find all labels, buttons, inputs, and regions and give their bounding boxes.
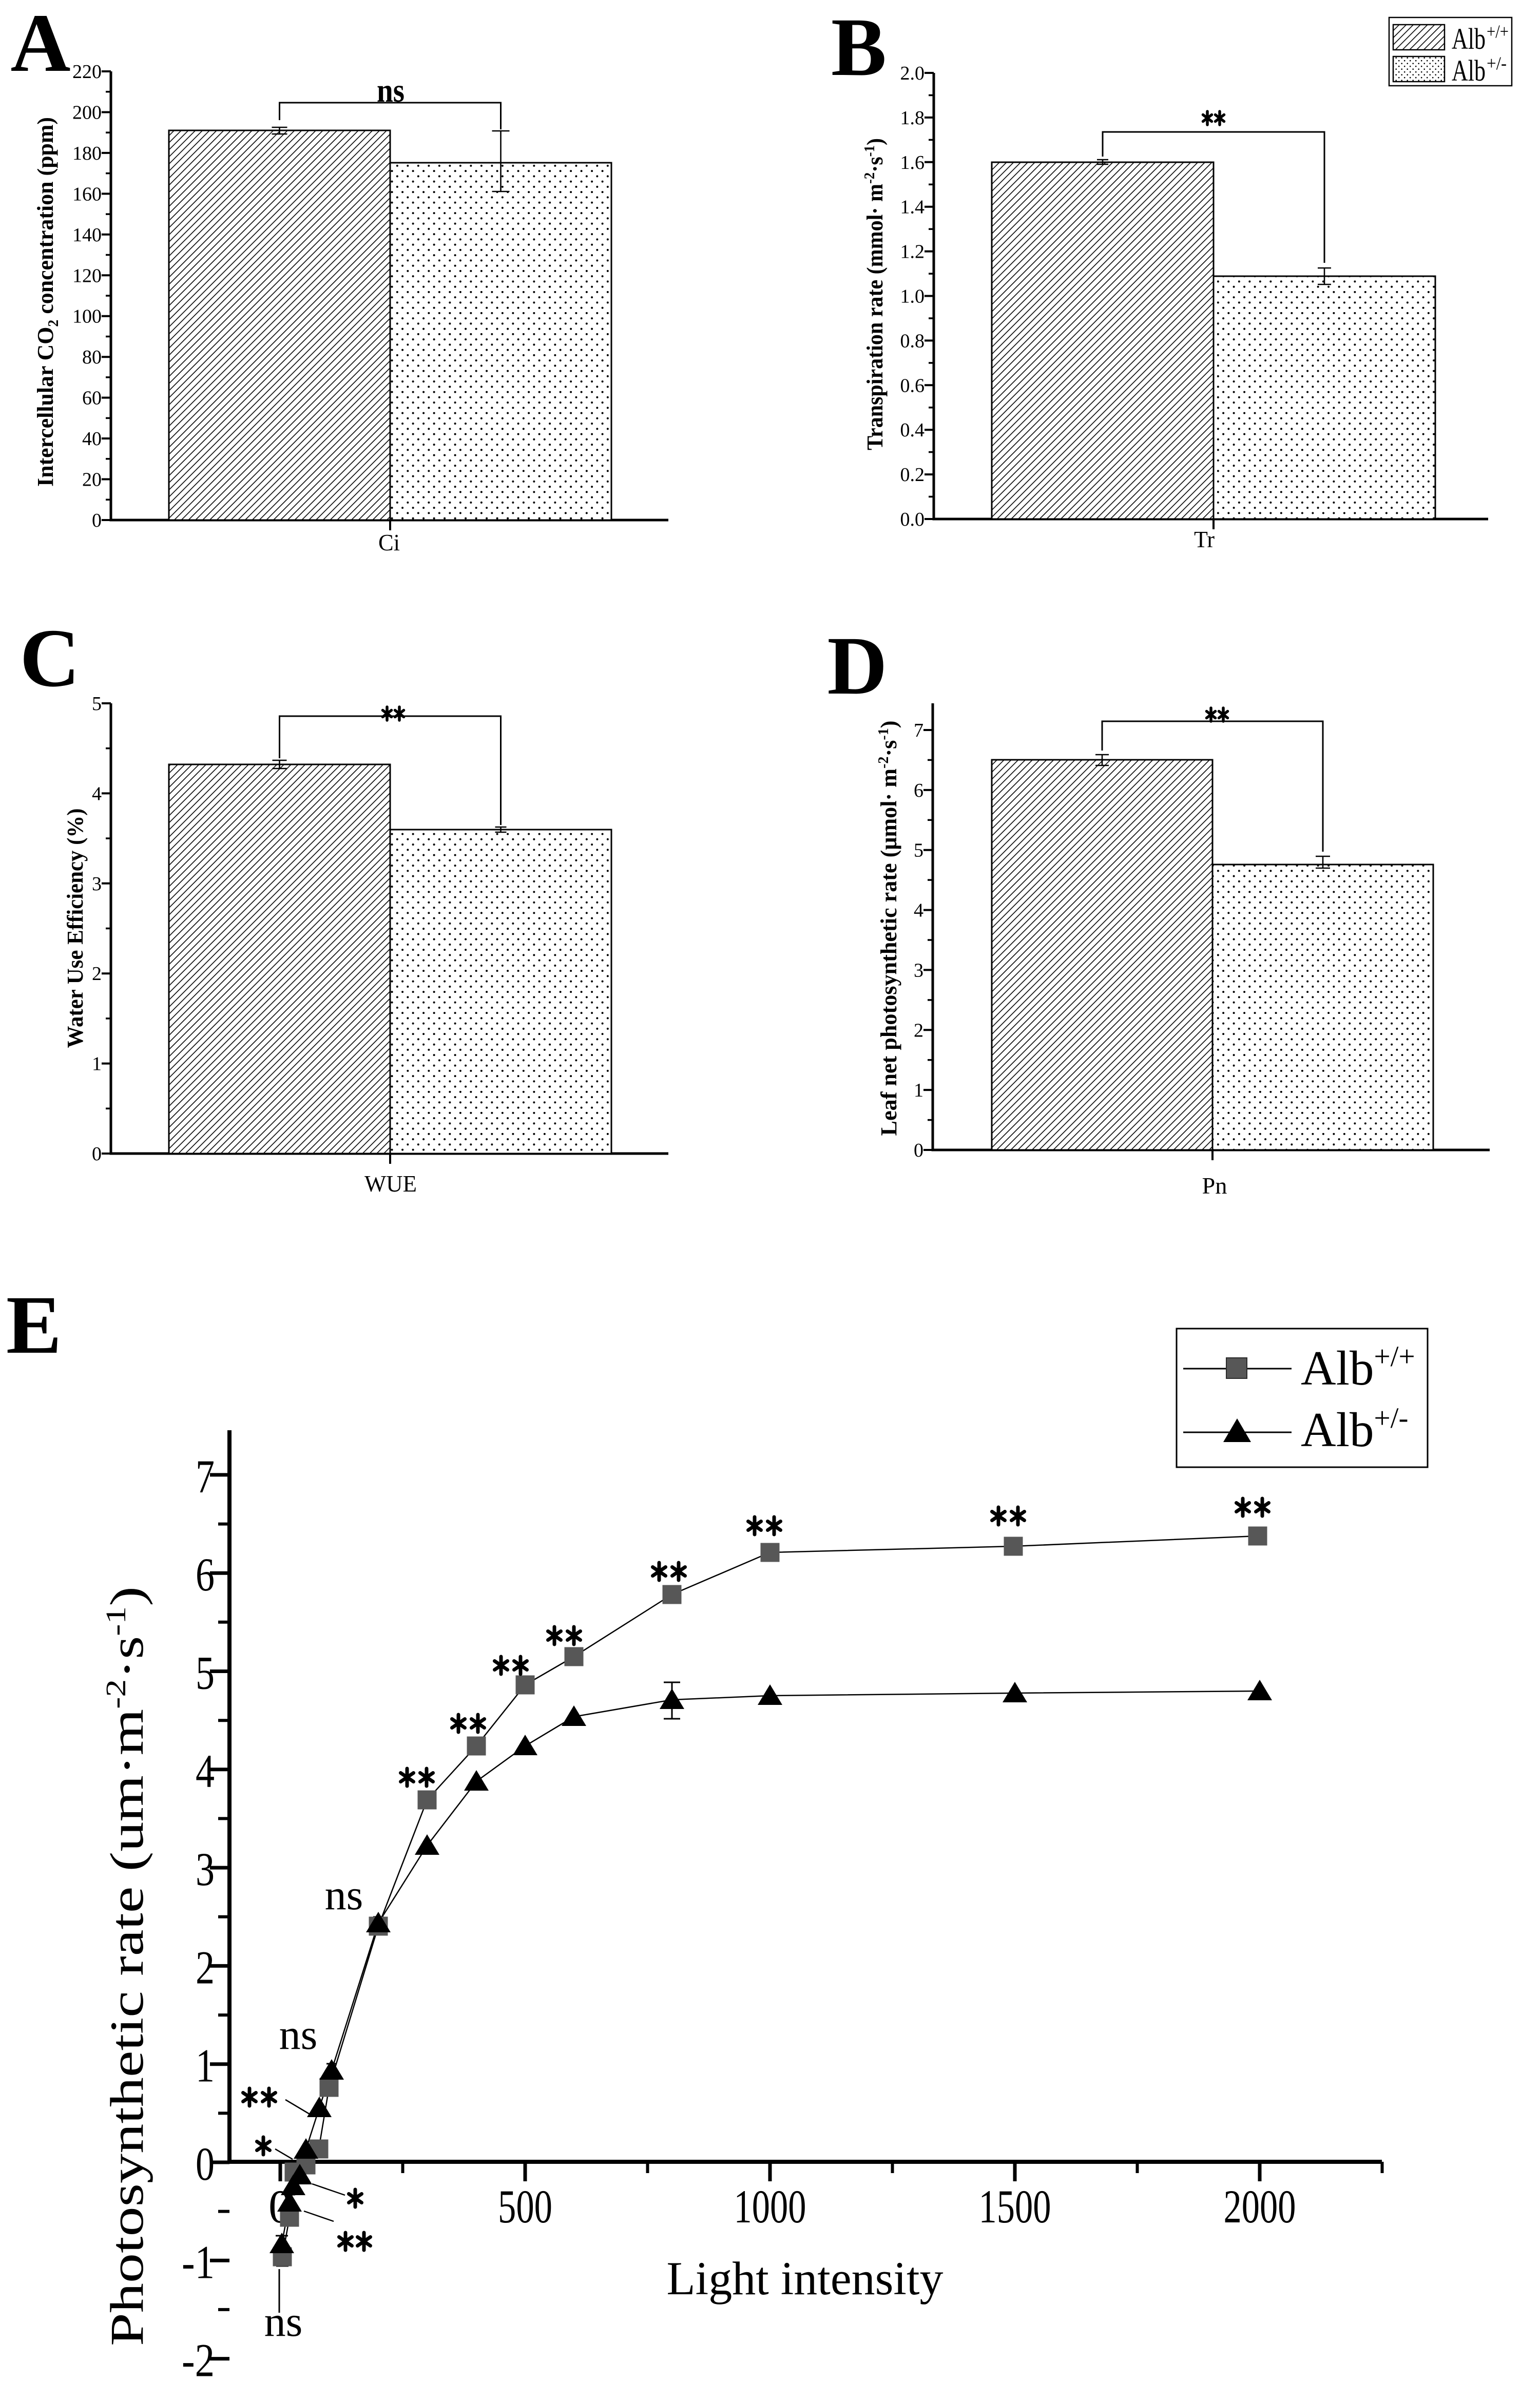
svg-text:1000: 1000 [734,2180,806,2233]
svg-text:140: 140 [72,224,102,246]
svg-text:2.0: 2.0 [900,63,925,84]
svg-text:4: 4 [92,783,102,804]
svg-text:Transpiration rate (mmol· m-2​: Transpiration rate (mmol· m-2​·s-1​) [862,138,888,450]
svg-text:1.0: 1.0 [900,286,925,308]
svg-text:180: 180 [72,143,102,164]
svg-text:4: 4 [914,900,923,921]
svg-text:7: 7 [914,720,923,741]
svg-text:40: 40 [82,428,102,450]
svg-text:6: 6 [196,1548,215,1601]
svg-text:0.4: 0.4 [900,419,925,441]
svg-text:1.4: 1.4 [900,197,925,218]
svg-text:-2: -2 [182,2334,215,2387]
svg-text:D: D [827,620,888,712]
svg-text:2: 2 [196,1941,215,1993]
svg-text:Ci: Ci [378,529,400,555]
svg-text:160: 160 [72,183,102,205]
svg-text:0: 0 [196,2138,215,2190]
svg-text:4: 4 [196,1745,215,1797]
svg-text:100: 100 [72,306,102,328]
svg-text:+/-: +/- [1487,53,1507,73]
svg-text:WUE: WUE [364,1170,417,1197]
svg-text:A: A [11,0,71,89]
svg-text:6: 6 [914,780,923,801]
svg-text:80: 80 [82,347,102,368]
svg-text:ns: ns [377,72,405,109]
svg-text:ns: ns [264,2298,303,2346]
svg-text:+/+: +/+ [1487,21,1509,42]
svg-text:C: C [20,612,80,704]
svg-text:Alb: Alb [1452,54,1486,87]
svg-text:0.0: 0.0 [900,509,925,530]
svg-text:2000: 2000 [1224,2180,1296,2233]
svg-text:5: 5 [92,693,102,715]
svg-text:0: 0 [92,1143,102,1165]
svg-text:ns: ns [325,1871,363,1919]
svg-text:3: 3 [914,959,923,981]
svg-text:3: 3 [92,873,102,895]
svg-text:5: 5 [196,1647,215,1699]
svg-text:1: 1 [92,1053,102,1075]
svg-text:120: 120 [72,265,102,286]
svg-text:20: 20 [82,469,102,491]
svg-text:3: 3 [196,1843,215,1895]
svg-text:1.2: 1.2 [900,241,925,263]
svg-text:2: 2 [92,963,102,985]
svg-text:Intercellular CO2 concentratio: Intercellular CO2 concentration (ppm) [33,117,62,487]
svg-text:Photosynthetic rate (um·m-2​·s: Photosynthetic rate (um·m-2​·s-1​) [100,1586,153,2346]
svg-text:Alb: Alb [1452,22,1486,55]
svg-text:-1: -1 [182,2236,215,2288]
svg-text:5: 5 [914,840,923,861]
svg-text:Water Use Efficiency (%): Water Use Efficiency (%) [63,809,88,1048]
svg-text:1.6: 1.6 [900,152,925,174]
svg-text:0: 0 [914,1140,923,1161]
svg-text:7: 7 [196,1450,215,1503]
svg-text:B: B [831,2,887,93]
svg-text:Pn: Pn [1202,1173,1227,1199]
svg-text:0.2: 0.2 [900,464,925,486]
svg-text:500: 500 [498,2180,552,2233]
svg-text:0.6: 0.6 [900,375,925,396]
svg-text:Tr: Tr [1194,526,1215,552]
svg-text:E: E [6,1279,62,1371]
svg-text:1: 1 [914,1080,923,1101]
svg-text:220: 220 [72,61,102,83]
svg-text:1: 1 [196,2040,215,2092]
svg-text:2: 2 [914,1020,923,1041]
svg-text:1500: 1500 [979,2180,1051,2233]
svg-text:200: 200 [72,102,102,124]
svg-text:60: 60 [82,388,102,409]
svg-text:Leaf net photosynthetic rate (: Leaf net photosynthetic rate (μmol· m-2​… [876,721,901,1136]
svg-text:Light intensity: Light intensity [667,2252,944,2305]
svg-text:0.8: 0.8 [900,330,925,352]
svg-text:ns: ns [279,2011,318,2059]
svg-text:0: 0 [92,510,102,531]
svg-text:1.8: 1.8 [900,107,925,129]
